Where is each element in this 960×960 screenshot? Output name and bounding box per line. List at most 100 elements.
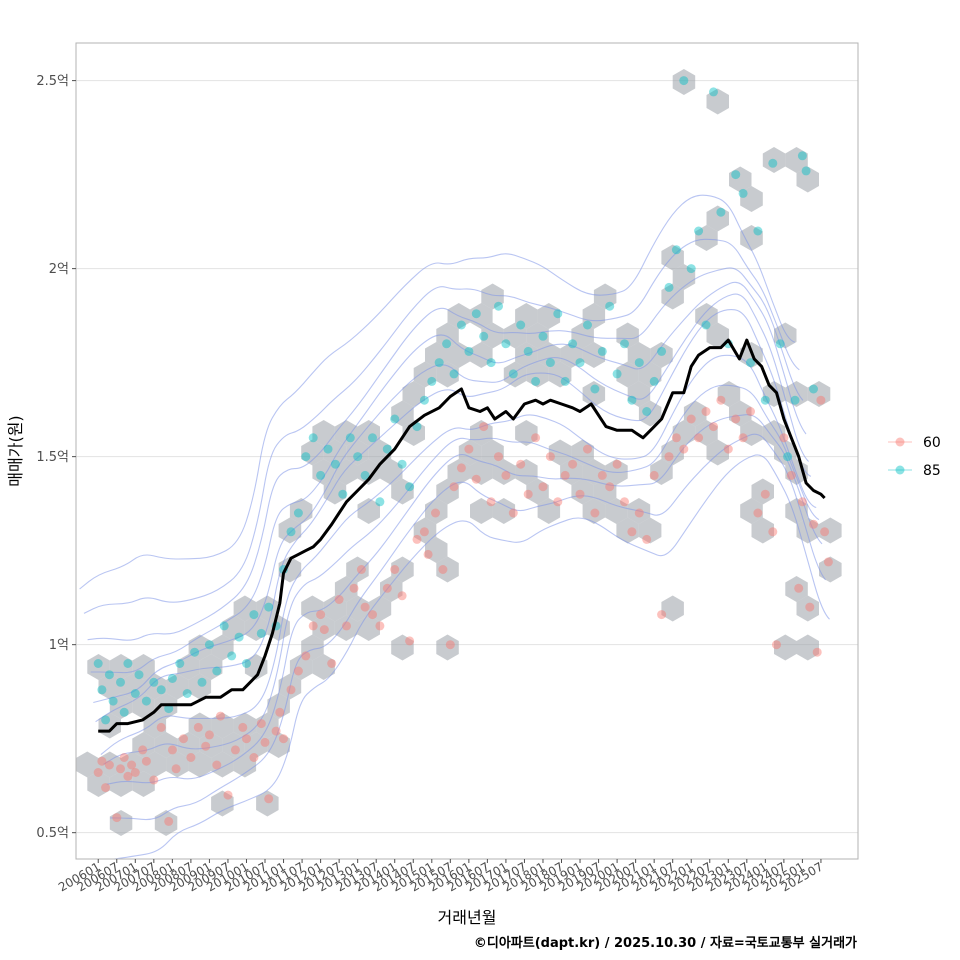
plot-panel-border <box>75 42 859 860</box>
hex-bin <box>143 751 167 778</box>
hex-bin <box>526 361 549 388</box>
data-point-60 <box>501 470 511 480</box>
data-point-60 <box>816 395 826 405</box>
data-point-85 <box>731 170 741 180</box>
density-contour <box>87 267 804 641</box>
data-point-85 <box>560 376 570 386</box>
data-point-85 <box>308 433 318 443</box>
hex-bin <box>425 537 448 563</box>
data-point-85 <box>709 87 718 97</box>
data-point-85 <box>212 666 222 676</box>
density-contour <box>106 414 823 785</box>
hex-bin <box>706 88 729 115</box>
data-point-60 <box>216 711 225 721</box>
hex-bin <box>729 400 752 427</box>
hex-bin <box>695 225 718 251</box>
data-point-60 <box>786 470 796 480</box>
data-point-60 <box>97 756 107 766</box>
data-point-85 <box>479 331 489 341</box>
hex-bin <box>312 615 335 641</box>
data-point-85 <box>797 151 807 161</box>
hex-bin <box>87 771 110 797</box>
data-point-60 <box>242 734 251 744</box>
data-point-60 <box>186 753 196 762</box>
hex-bin <box>481 322 504 349</box>
data-point-85 <box>597 346 607 356</box>
hex-bin <box>672 69 696 95</box>
data-point-85 <box>93 659 103 668</box>
data-point-60 <box>179 734 188 744</box>
data-point-60 <box>167 745 177 755</box>
data-point-85 <box>471 309 481 319</box>
data-point-60 <box>642 534 652 544</box>
legend-key-60 <box>895 437 905 447</box>
hex-bin <box>706 322 729 349</box>
data-point-60 <box>342 621 351 631</box>
hex-bin <box>571 478 594 505</box>
density-contour <box>103 384 820 765</box>
data-point-85 <box>197 677 207 687</box>
data-point-85 <box>568 339 578 349</box>
data-point-60 <box>375 621 385 631</box>
data-point-60 <box>431 508 440 518</box>
data-point-60 <box>649 470 659 480</box>
hex-bin <box>807 381 831 407</box>
data-point-60 <box>301 651 311 661</box>
hex-bin <box>503 322 527 349</box>
hex-bin <box>143 712 167 739</box>
data-point-85 <box>679 76 689 86</box>
data-point-85 <box>716 207 726 217</box>
data-point-60 <box>130 768 140 777</box>
data-point-60 <box>664 452 674 462</box>
data-point-60 <box>382 583 392 593</box>
data-point-85 <box>108 696 118 706</box>
data-point-60 <box>405 636 415 646</box>
data-point-60 <box>164 816 174 826</box>
data-point-85 <box>293 508 303 518</box>
data-point-60 <box>731 414 741 424</box>
hex-bin <box>188 751 212 778</box>
data-point-85 <box>242 659 251 668</box>
hex-bin <box>357 459 380 485</box>
hex-bin <box>211 712 234 739</box>
data-point-85 <box>286 527 296 537</box>
data-point-60 <box>223 790 233 800</box>
hex-bin <box>470 459 493 485</box>
data-point-85 <box>119 707 129 717</box>
hex-bin <box>627 342 651 368</box>
hex-bin <box>819 556 842 583</box>
hex-bin <box>177 654 200 680</box>
data-point-60 <box>716 395 726 405</box>
hex-bin <box>256 790 279 817</box>
data-point-60 <box>334 595 344 604</box>
hex-bin <box>672 420 696 446</box>
data-point-60 <box>349 583 359 593</box>
hex-bin <box>661 439 684 466</box>
data-point-60 <box>319 625 329 635</box>
hex-bin <box>323 595 347 622</box>
hex-bin <box>199 654 223 680</box>
data-point-85 <box>101 715 111 725</box>
data-point-60 <box>271 726 281 736</box>
data-point-85 <box>531 376 541 386</box>
hex-bin <box>492 498 516 524</box>
data-point-60 <box>419 527 429 537</box>
data-point-85 <box>538 331 548 341</box>
hex-bin <box>695 303 718 329</box>
data-point-85 <box>753 226 763 236</box>
data-point-85 <box>634 358 644 368</box>
data-point-60 <box>360 602 370 612</box>
data-point-85 <box>175 659 185 668</box>
data-point-60 <box>141 756 151 766</box>
data-point-60 <box>523 489 533 499</box>
data-point-85 <box>134 670 144 680</box>
data-point-85 <box>657 346 667 356</box>
hex-bin <box>267 732 290 758</box>
caption: ©디아파트(dapt.kr) / 2025.10.30 / 자료=국토교통부 실… <box>474 935 857 951</box>
hex-bin <box>188 634 212 661</box>
data-point-85 <box>760 395 770 405</box>
data-point-85 <box>464 346 474 356</box>
hex-bin <box>301 634 324 661</box>
hex-bin <box>560 342 583 368</box>
hex-bin <box>785 576 808 602</box>
